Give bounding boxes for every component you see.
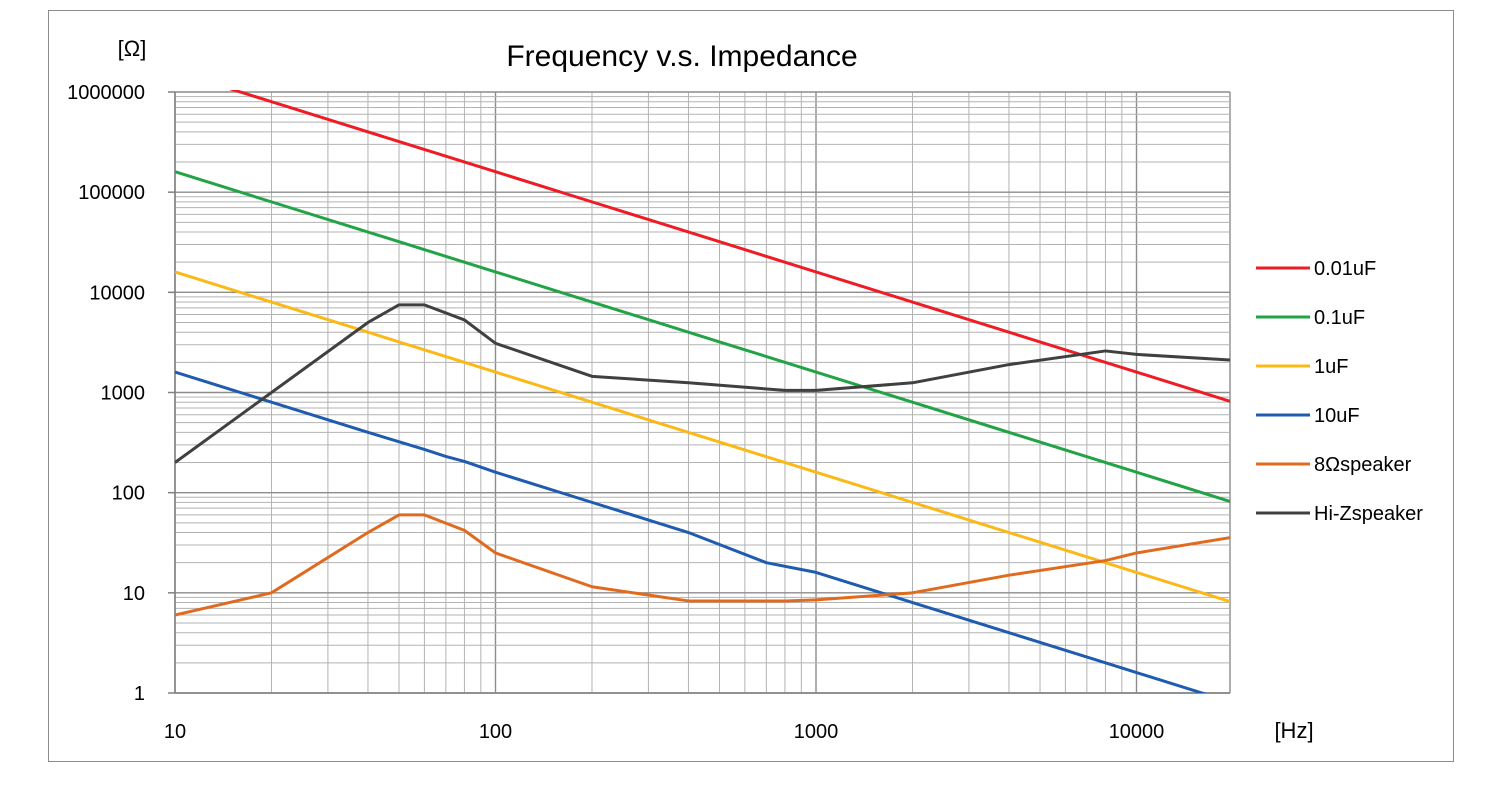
tick-labels: 1 10 100 1000 10000 100000 1000000 10 100 1000 100… bbox=[67, 82, 1164, 743]
x-tick-label: 1000 bbox=[794, 721, 839, 743]
series-lines bbox=[175, 90, 1230, 693]
legend-label: Hi-Zspeaker bbox=[1314, 503, 1423, 525]
series-line-1uf bbox=[175, 270, 1230, 604]
legend: 0.01uF 0.1uF 1uF 10uF 8Ωspeaker Hi-Zspeaker bbox=[1256, 258, 1423, 525]
x-axis-unit: [Hz] bbox=[1274, 718, 1313, 743]
y-axis-unit: [Ω] bbox=[118, 36, 147, 61]
series-line-10uf bbox=[175, 370, 1207, 693]
chart-title: Frequency v.s. Impedance bbox=[506, 40, 857, 73]
legend-label: 8Ωspeaker bbox=[1314, 454, 1412, 476]
y-tick-label: 10000 bbox=[89, 282, 145, 304]
legend-label: 0.1uF bbox=[1314, 307, 1365, 329]
series-line-hi-zspeaker bbox=[175, 303, 1230, 464]
y-tick-label: 1000000 bbox=[67, 82, 145, 104]
legend-label: 1uF bbox=[1314, 356, 1348, 378]
y-tick-label: 10 bbox=[123, 583, 145, 605]
axes bbox=[168, 91, 1230, 694]
y-tick-label: 100 bbox=[112, 483, 145, 505]
y-tick-label: 1 bbox=[134, 683, 145, 705]
series-line-0-01uf bbox=[228, 90, 1230, 403]
x-tick-label: 10000 bbox=[1109, 721, 1165, 743]
y-tick-label: 1000 bbox=[101, 383, 146, 405]
x-tick-label: 100 bbox=[479, 721, 512, 743]
x-tick-label: 10 bbox=[164, 721, 186, 743]
series-line-0-1uf bbox=[175, 170, 1230, 504]
series-line-8-speaker bbox=[175, 513, 1230, 617]
y-tick-label: 100000 bbox=[78, 182, 145, 204]
legend-label: 10uF bbox=[1314, 405, 1360, 427]
grid-lines bbox=[174, 91, 1231, 694]
legend-label: 0.01uF bbox=[1314, 258, 1376, 280]
